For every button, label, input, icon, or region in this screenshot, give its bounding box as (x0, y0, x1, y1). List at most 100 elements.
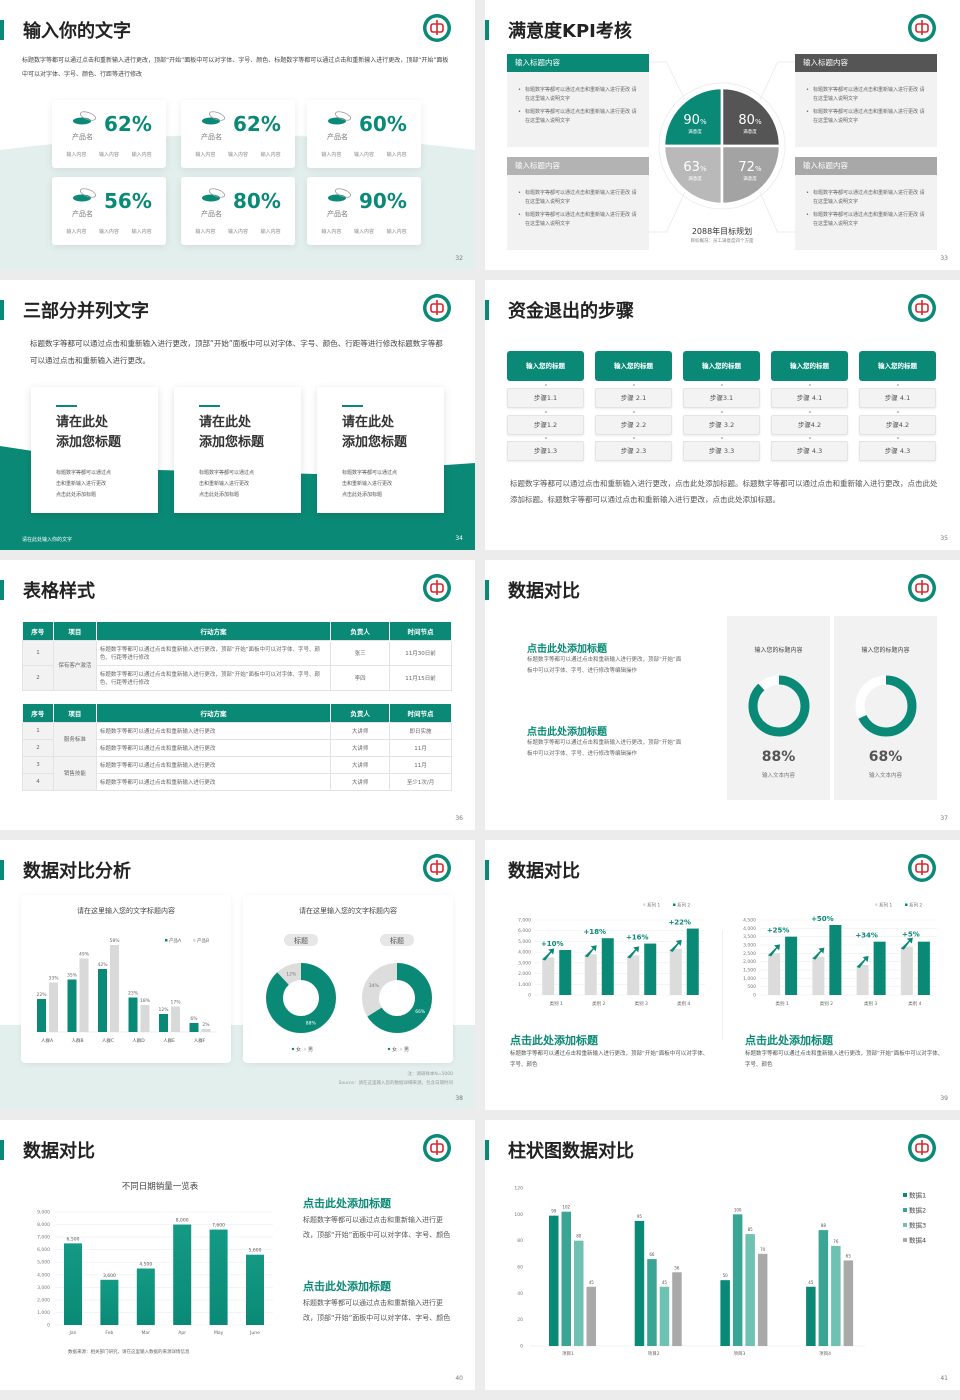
section-title: 点击此处添加标题 (510, 1034, 598, 1047)
product-name: 产品名 (327, 133, 348, 141)
bar (818, 1230, 829, 1346)
page-number: 34 (455, 535, 463, 542)
page-number: 35 (940, 535, 948, 542)
donut-slice (362, 963, 432, 1033)
owner: 大讲师 (330, 721, 391, 740)
section-body: 标题数字等都可以通过点击和重新输入进行更改，顶部“开始”面板中可以对字体、字号、… (510, 1051, 709, 1068)
y-tick-label: 80 (517, 1238, 523, 1244)
table-row: 3 销售技能 标题数字等都可以通过点击和重新输入进行更改 大讲师 11月 (22, 755, 452, 791)
column-header: 序号 (22, 704, 54, 722)
product-stat-card: 62% 产品名 输入内容 输入内容 输入内容 (52, 100, 166, 168)
input-item: 输入内容 (386, 229, 407, 235)
owner: 张三 (330, 639, 391, 666)
source-note: 数据来源：相关部门研究，请在这里输入数据的来源详情信息 (68, 1350, 190, 1355)
growth-arrow-icon (669, 939, 682, 952)
bar-label: 5,600 (249, 1248, 262, 1254)
step-box: 步骤 2.1 (595, 388, 672, 408)
step-connector-dot (721, 437, 723, 439)
donut-tag: 标题 (294, 936, 308, 945)
y-tick-label: 3,000 (37, 1285, 50, 1291)
bullet-text: 标题数字等都可以通过点击和重新输入进行更改 请在这里输入说明文字 (518, 189, 639, 207)
bar (917, 941, 930, 995)
logo-emblem-icon (908, 294, 936, 322)
legend-label: 系列 2 (677, 902, 690, 909)
y-tick-label: 120 (514, 1186, 523, 1192)
step-connector-dot (809, 437, 811, 439)
bar-label: 35% (67, 973, 78, 979)
bar (173, 1224, 192, 1325)
slice-label: 66% (415, 1009, 426, 1015)
y-tick-label: 2,000 (743, 959, 756, 965)
bar-chart: 22% 33% 人群A 35% 49% 人群B 42% 58% 人群C 23%18% 人群D 12%1… (35, 937, 217, 1044)
y-tick-label: 3,000 (518, 960, 531, 966)
title-accent-bar (485, 300, 489, 320)
legend-swatch (903, 1238, 907, 1242)
step-box: 步骤1.2 (507, 415, 584, 435)
slide-35: 资金退出的步骤 35 输入您的标题 步骤1.1 步骤1.2 步骤1.3 输入您的标题 步骤 2… (485, 280, 960, 550)
logo-emblem-icon (423, 1134, 451, 1162)
y-tick-label: 100 (514, 1212, 523, 1218)
input-item: 输入内容 (66, 152, 87, 158)
card-body: 标题数字等都可以通过点 击和重新输入进行更改 点击此处添加标题 (342, 468, 397, 501)
bar-label: 3,600 (103, 1273, 116, 1279)
product-stat-card: 90% 产品名 输入内容 输入内容 输入内容 (307, 177, 421, 245)
bar-label: 65 (846, 1253, 852, 1258)
center-subtitle: 目标概况：员工满意度四个方面 (690, 239, 754, 244)
connector-lines (648, 61, 795, 233)
input-items: 输入内容 输入内容 输入内容 (181, 151, 295, 158)
step-column-header: 输入您的标题 (683, 351, 760, 381)
card-title-line-2: 添加您标题 (56, 435, 122, 450)
title-accent-bar (0, 860, 4, 880)
column-header: 负责人 (330, 704, 391, 722)
section-body: 标题数字等都可以通过点击和重新输入进行更改，顶部“开始”面板中可以对字体、字号、… (527, 657, 682, 674)
growth-annotation: +5% (902, 931, 920, 939)
category-label: 类别 2 (820, 1000, 833, 1007)
growth-arrow-icon (768, 944, 781, 957)
category-label: Jan (69, 1330, 77, 1336)
product-name: 产品名 (72, 210, 93, 218)
row-number: 3 (22, 755, 54, 774)
bar (720, 1280, 730, 1346)
table-row: 1 服务标准 标题数字等都可以通过点击和重新输入进行更改 大讲师 即日实施 (22, 721, 452, 757)
bar (67, 979, 77, 1032)
input-item: 输入内容 (260, 229, 281, 235)
capsule-icon (202, 188, 226, 202)
bar-label: 33% (48, 976, 59, 982)
bar-label: 80 (576, 1234, 582, 1239)
bar-chart-card: 请在这里输入您的文字标题内容 22% 33% 人群A 35% 49% 人群B 42% 58% 人群… (21, 895, 231, 1063)
slice-label: 34% (369, 983, 380, 989)
title-accent-bar (485, 1140, 489, 1160)
bar (843, 1260, 854, 1346)
quadrant-value: 80% (738, 113, 762, 128)
step-box: 步骤 3.3 (683, 441, 760, 461)
deadline: 11月 (389, 738, 452, 757)
product-name: 产品名 (201, 210, 222, 218)
bar (900, 946, 913, 995)
bar-label: 88 (821, 1223, 827, 1228)
comparison-bar-chart: 0 1,000 2,000 3,000 4,000 5,000 6,000 7,000 +10%… (518, 902, 705, 1007)
category-label: 类别 1 (550, 1000, 563, 1007)
bar-label: 95 (637, 1214, 643, 1219)
growth-annotation: +18% (583, 928, 606, 936)
action-plan: 标题数字等都可以通过点击和重新输入进行更改 (95, 721, 332, 740)
deadline: 11月30日前 (389, 639, 452, 666)
category-label: 类别 4 (677, 1000, 690, 1007)
capsule-icon (328, 111, 352, 125)
section-body: 标题数字等都可以通过点击和重新输入进行更改，顶部“开始”面板中可以对字体、字号、… (745, 1051, 944, 1068)
y-tick-label: 5,000 (37, 1260, 50, 1266)
quadrant-label: 满意度 (743, 128, 757, 135)
bar (634, 1220, 645, 1346)
growth-annotation: +25% (767, 927, 790, 935)
kpi-box-header: 输入标题内容 (507, 54, 649, 72)
bar-label: 17% (170, 1000, 181, 1006)
y-tick-label: 40 (517, 1291, 523, 1297)
comparison-bar-chart: 0 500 1,000 1,500 2,000 2,500 3,000 3,500 4,000 4… (743, 902, 937, 1007)
slide-title: 输入你的文字 (23, 21, 131, 42)
bar (586, 1286, 596, 1346)
donut-tag: 标题 (390, 936, 404, 945)
legend-label: 系列 1 (647, 902, 660, 909)
legend-swatch (193, 939, 196, 942)
kpi-box-header: 输入标题内容 (507, 157, 649, 175)
connector-line (759, 61, 795, 101)
